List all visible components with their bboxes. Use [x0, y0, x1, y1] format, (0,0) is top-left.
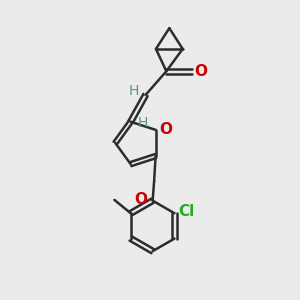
Text: O: O [194, 64, 207, 79]
Text: H: H [129, 84, 139, 98]
Text: O: O [134, 192, 147, 207]
Text: H: H [138, 116, 148, 130]
Text: O: O [159, 122, 172, 137]
Text: Cl: Cl [178, 204, 194, 219]
